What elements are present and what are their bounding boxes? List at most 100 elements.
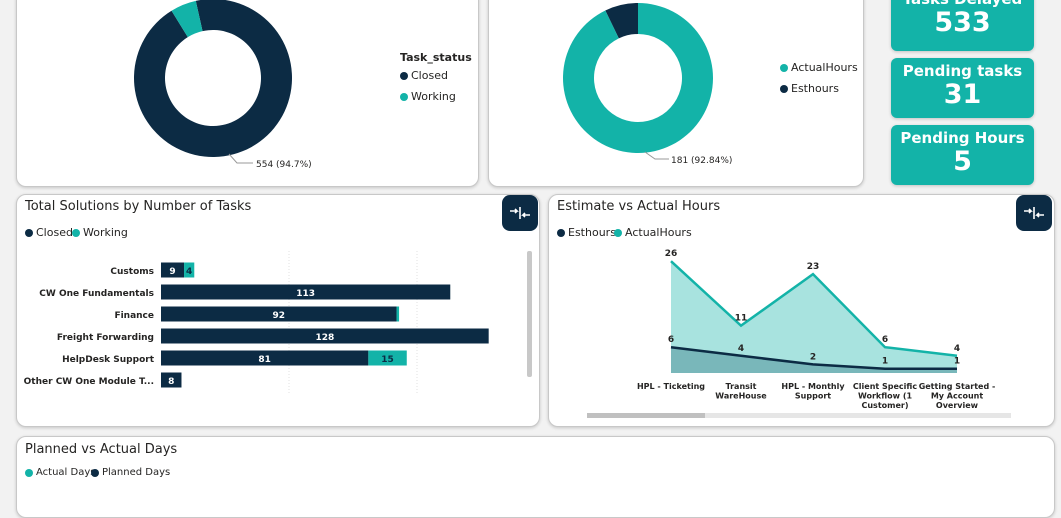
kpi-pending-tasks: Pending tasks 31 bbox=[891, 58, 1034, 118]
bar-closed[interactable] bbox=[161, 262, 185, 278]
legend-item-planned-days[interactable]: Planned Days bbox=[91, 467, 170, 478]
hours-donut-slices bbox=[563, 3, 713, 154]
actualhours-data-label: 6 bbox=[882, 335, 888, 345]
bar-data-label: 81 bbox=[258, 355, 271, 365]
bar-working[interactable] bbox=[368, 350, 407, 366]
legend-item-working[interactable]: Working bbox=[400, 90, 456, 103]
task-status-donut: 554 (94.7%) bbox=[134, 0, 312, 170]
legend-item-closed[interactable]: Closed bbox=[25, 226, 73, 239]
bar-closed[interactable] bbox=[161, 306, 397, 322]
focus-mode-button[interactable] bbox=[502, 195, 538, 231]
legend-dot-icon bbox=[72, 228, 80, 237]
hours-card: 181 (92.84%) ActualHours Esthours bbox=[488, 0, 864, 187]
x-tick-label: Transit WareHouse bbox=[715, 382, 767, 401]
actualhours-data-label: 23 bbox=[807, 262, 820, 272]
area-esthours bbox=[671, 347, 957, 373]
x-tick-label: HPL - Ticketing bbox=[637, 382, 705, 391]
donut-slice-closed[interactable] bbox=[134, 0, 292, 157]
horizontal-scrollbar[interactable] bbox=[587, 413, 1011, 418]
bar-data-label: 128 bbox=[315, 333, 334, 343]
line-esthours[interactable] bbox=[670, 345, 957, 370]
esthours-data-label: 6 bbox=[668, 335, 674, 345]
legend-item-esthours[interactable]: Esthours bbox=[557, 226, 616, 239]
legend-label: Closed bbox=[36, 226, 73, 239]
legend-label: Actual Days bbox=[36, 467, 96, 478]
legend-label: Esthours bbox=[791, 82, 839, 95]
legend-dot-icon bbox=[400, 71, 408, 80]
kpi-label: Pending tasks bbox=[902, 62, 1023, 80]
bar-working[interactable] bbox=[184, 262, 195, 278]
card-title: Total Solutions by Number of Tasks bbox=[25, 199, 252, 214]
focus-mode-icon bbox=[510, 207, 530, 219]
bar-closed[interactable] bbox=[161, 372, 182, 388]
focus-mode-icon bbox=[1024, 207, 1044, 219]
legend-label: Working bbox=[411, 90, 456, 103]
category-label: Freight Forwarding bbox=[57, 333, 154, 343]
category-label: HelpDesk Support bbox=[62, 355, 155, 365]
legend-title: Task_status bbox=[400, 51, 472, 64]
category-label: Customs bbox=[110, 267, 154, 277]
planned-card: Planned vs Actual Days Actual Days Plann… bbox=[16, 436, 1055, 518]
donut-slice-esthours[interactable] bbox=[605, 3, 638, 39]
bar-data-label: 92 bbox=[272, 311, 285, 321]
legend-dot-icon bbox=[25, 468, 33, 477]
legend-label: ActualHours bbox=[625, 226, 692, 239]
legend-dot-icon bbox=[91, 468, 99, 477]
legend-dot-icon bbox=[780, 63, 788, 72]
category-label: CW One Fundamentals bbox=[39, 289, 154, 299]
legend-dot-icon bbox=[400, 92, 408, 101]
line-actualhours[interactable] bbox=[670, 260, 958, 358]
legend-item-esthours[interactable]: Esthours bbox=[780, 82, 839, 95]
kpi-tasks-delayed: Tasks Delayed 533 bbox=[891, 0, 1034, 51]
kpi-value: 31 bbox=[943, 79, 982, 110]
task-status-card: 554 (94.7%) Task_status Closed Working bbox=[16, 0, 479, 187]
legend-item-actual-days[interactable]: Actual Days bbox=[25, 467, 95, 478]
kpi-label: Pending Hours bbox=[900, 129, 1025, 147]
kpi-value: 533 bbox=[934, 7, 991, 38]
donut-label-leader bbox=[228, 153, 253, 164]
legend-item-actualhours[interactable]: ActualHours bbox=[780, 61, 858, 74]
actualhours-data-label: 4 bbox=[954, 344, 960, 354]
bar-data-label: 113 bbox=[296, 289, 315, 299]
scrollbar-thumb[interactable] bbox=[587, 413, 705, 418]
focus-mode-button[interactable] bbox=[1016, 195, 1052, 231]
legend-label: Planned Days bbox=[102, 467, 171, 478]
bar-data-label: 4 bbox=[186, 267, 192, 277]
card-title: Estimate vs Actual Hours bbox=[557, 199, 721, 214]
task-status-donut-slices bbox=[134, 0, 292, 157]
legend-dot-icon bbox=[780, 84, 788, 93]
kpi-pending-hours: Pending Hours 5 bbox=[891, 125, 1034, 185]
hours-donut: 181 (92.84%) bbox=[563, 3, 732, 166]
legend-item-closed[interactable]: Closed bbox=[400, 69, 448, 82]
donut-slice-actualhours[interactable] bbox=[563, 3, 713, 154]
area-actualhours bbox=[671, 261, 957, 373]
esthours-data-label: 1 bbox=[882, 357, 888, 367]
esthours-data-label: 1 bbox=[954, 357, 960, 367]
solutions-bar-chart: Customs 9 4 CW One Fundamentals 113 Finance 92… bbox=[24, 251, 489, 395]
bar-closed[interactable] bbox=[161, 284, 451, 300]
category-label: Other CW One Module T... bbox=[24, 377, 154, 387]
legend-item-actualhours[interactable]: ActualHours bbox=[614, 226, 692, 239]
legend-label: Esthours bbox=[568, 226, 616, 239]
category-label: Finance bbox=[114, 311, 154, 321]
card-title: Planned vs Actual Days bbox=[25, 442, 178, 457]
legend-dot-icon bbox=[614, 228, 622, 237]
donut-actual-label: 181 (92.84%) bbox=[671, 156, 732, 166]
legend-item-working[interactable]: Working bbox=[72, 226, 128, 239]
x-tick-label: HPL - Monthly Support bbox=[781, 382, 845, 401]
vertical-scrollbar[interactable] bbox=[527, 251, 532, 377]
legend-label: Closed bbox=[411, 69, 448, 82]
bar-closed[interactable] bbox=[161, 328, 489, 344]
actualhours-data-label: 26 bbox=[665, 249, 678, 259]
legend-dot-icon bbox=[557, 228, 565, 237]
legend-label: ActualHours bbox=[791, 61, 858, 74]
x-tick-label: Client Specific Workflow (1 Customer) bbox=[853, 382, 917, 410]
donut-label-leader bbox=[644, 151, 669, 160]
bar-closed[interactable] bbox=[161, 350, 369, 366]
bar-working[interactable] bbox=[396, 306, 400, 322]
esthours-data-label: 2 bbox=[810, 352, 816, 362]
donut-slice-working[interactable] bbox=[171, 0, 203, 38]
bar-data-label: 15 bbox=[381, 355, 394, 365]
esthours-data-label: 4 bbox=[738, 344, 744, 354]
